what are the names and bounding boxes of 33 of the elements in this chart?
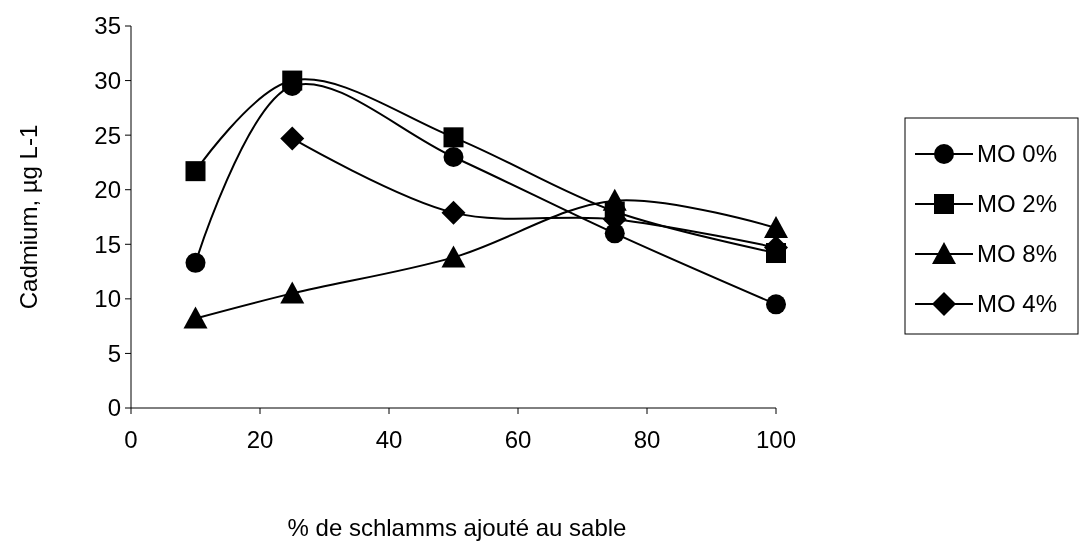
point [441, 200, 466, 225]
point [766, 294, 786, 315]
y-axis-title: Cadmium, µg L-1 [15, 124, 42, 310]
point [602, 188, 627, 211]
point [443, 146, 464, 167]
point [185, 161, 206, 182]
x-tick-label: 80 [633, 426, 661, 453]
x-tick-label: 40 [375, 426, 403, 453]
point [183, 306, 208, 329]
x-tick-label: 20 [246, 426, 274, 453]
x-tick-label: 0 [124, 426, 138, 453]
x-axis-title: % de schlamms ajouté au sable [287, 514, 627, 541]
x-tick-label: 60 [504, 426, 532, 453]
point [443, 127, 464, 148]
y-tick-label: 0 [107, 394, 121, 422]
point [282, 70, 303, 91]
y-tick-label: 10 [94, 285, 121, 313]
point [280, 281, 305, 304]
x-tick-label: 100 [755, 426, 797, 453]
y-tick-label: 15 [94, 230, 121, 258]
legend-label: MO 2% [977, 190, 1058, 218]
point [185, 252, 206, 273]
y-tick-label: 25 [94, 121, 121, 149]
point [764, 215, 788, 238]
point [441, 245, 466, 268]
y-tick-label: 30 [94, 66, 121, 94]
point [280, 126, 305, 151]
y-tick-label: 5 [107, 339, 121, 367]
y-tick-label: 35 [94, 12, 121, 40]
legend-label: MO 0% [977, 140, 1058, 168]
legend-label: MO 8% [977, 240, 1058, 268]
y-tick-label: 20 [94, 176, 121, 204]
legend-label: MO 4% [977, 290, 1058, 318]
